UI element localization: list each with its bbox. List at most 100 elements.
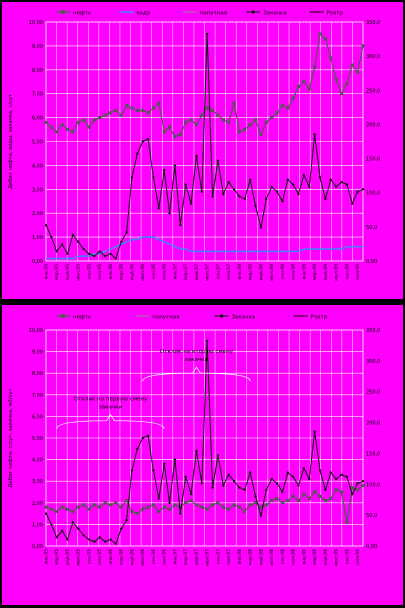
x-tick: сен.99 [344, 549, 350, 564]
x-tick: мар.99 [312, 549, 318, 565]
data-point [345, 475, 349, 479]
chart-svg-top: нефть вода попутная Закачка Рзатр 0,00 1,00 2,0… [8, 10, 380, 281]
data-point [151, 106, 156, 110]
y-ticks-right-0: 0,00 50,0 100,0 150,0 200,0 250,0 300,0 350,0 [366, 20, 380, 265]
data-point [44, 223, 48, 227]
data-point [232, 503, 236, 507]
data-point [130, 469, 134, 472]
data-point [264, 120, 268, 124]
data-point [49, 507, 53, 511]
data-point [130, 176, 134, 179]
data-point [221, 118, 225, 122]
legend-marker-0 [61, 314, 65, 318]
data-point [114, 542, 118, 546]
data-point [275, 111, 279, 115]
x-tick: ноя.99 [355, 264, 361, 280]
y-tick-right: 200,0 [366, 122, 380, 128]
data-point [60, 505, 64, 509]
data-point [157, 207, 161, 210]
data-point [152, 469, 155, 472]
x-tick: июл.98 [269, 264, 275, 281]
data-point [302, 173, 306, 177]
data-point [152, 176, 155, 179]
y-tick-right: 50,0 [366, 513, 377, 519]
data-point [173, 458, 177, 461]
x-tick: июл.97 [205, 264, 211, 281]
data-point [350, 486, 354, 490]
x-tick: ноя.99 [355, 549, 361, 565]
data-point [205, 106, 209, 110]
data-point [318, 494, 322, 498]
x-tick: ноя.98 [291, 549, 297, 565]
x-tick: янв.98 [237, 549, 243, 565]
legend-label-0: нефть [73, 315, 91, 321]
y-tick-left: 3,00 [32, 187, 43, 193]
data-point [350, 63, 354, 67]
legend-label-0: нефть [73, 11, 91, 17]
x-tick: сен.96 [151, 549, 157, 564]
data-point [323, 37, 327, 41]
y-axis-label-0: Дебит нефти, воды, закачка, т/сут [8, 94, 14, 189]
x-tick: май.97 [193, 264, 200, 280]
data-point [157, 101, 161, 105]
data-point [227, 120, 231, 124]
legend-label-3: Рзатр [311, 315, 328, 321]
y-tick-left: 9,00 [32, 350, 43, 356]
data-point [87, 507, 91, 511]
data-point [334, 488, 338, 492]
data-point [281, 490, 284, 494]
annotation-1: Отклик на вторую смену закачки [142, 349, 251, 382]
data-point [184, 183, 187, 186]
data-point [313, 133, 316, 136]
data-point [179, 223, 182, 227]
data-point [334, 77, 338, 81]
data-point [270, 499, 274, 503]
series-1-1 [44, 339, 365, 546]
data-point [157, 509, 161, 514]
y-tick-left: 0,00 [32, 544, 43, 550]
data-point [55, 130, 59, 134]
y-tick-left: 4,00 [32, 458, 43, 464]
data-point [286, 106, 290, 110]
data-point [114, 108, 118, 113]
data-point [184, 475, 187, 479]
data-point [286, 471, 289, 474]
data-point [323, 499, 327, 503]
x-tick: сен.98 [280, 264, 286, 279]
x-tick: июл.95 [76, 264, 82, 281]
data-point [135, 108, 139, 113]
data-point [248, 178, 252, 181]
y-tick-right: 50,0 [366, 225, 377, 231]
data-point [200, 505, 204, 509]
data-point [275, 482, 279, 485]
data-point [243, 509, 247, 514]
data-point [307, 496, 311, 501]
data-point [222, 484, 225, 487]
x-tick: мар.99 [312, 264, 318, 280]
y-tick-left: 6,00 [32, 116, 43, 122]
data-point [120, 527, 123, 530]
data-point [318, 469, 322, 472]
x-tick: мар.95 [54, 549, 60, 565]
data-point [136, 152, 139, 155]
data-point [291, 183, 295, 186]
data-point [324, 488, 327, 492]
data-point [55, 509, 59, 514]
annotation-0: Отклик на первую смену закачки [56, 397, 165, 429]
data-point [194, 503, 199, 507]
data-point [109, 252, 112, 256]
data-point [50, 523, 53, 526]
data-point [205, 507, 209, 511]
data-point [216, 501, 220, 505]
data-point [270, 116, 274, 120]
data-point [361, 188, 365, 191]
x-tick: июл.97 [205, 549, 211, 566]
x-tick: мар.95 [54, 264, 60, 280]
data-point [44, 512, 48, 515]
x-tick: мар.97 [183, 549, 189, 565]
data-point [189, 202, 193, 205]
data-point [103, 255, 107, 258]
data-point [270, 477, 273, 481]
y-tick-right: 350,0 [366, 328, 380, 334]
data-point [291, 494, 295, 498]
